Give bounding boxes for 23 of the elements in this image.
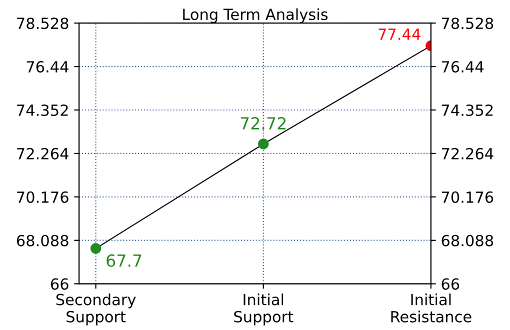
- y-tick-label: 72.264: [17, 148, 68, 160]
- y-tick-label: 70.176: [17, 191, 68, 203]
- point: [90, 243, 102, 254]
- y2-tick-label: 70.176: [442, 191, 494, 203]
- y-tick-label: 76.44: [26, 61, 68, 73]
- y-tick-label: 66: [50, 278, 68, 290]
- y-tick-label: 78.528: [17, 18, 68, 30]
- y2-tick-label: 72.264: [442, 148, 494, 160]
- data-label: 77.44: [378, 28, 420, 40]
- chart-title: Long Term Analysis: [183, 8, 328, 24]
- x-tick-label: Initial Support: [234, 294, 294, 326]
- y2-tick-label: 66: [442, 278, 460, 290]
- x-tick-label: Initial Resistance: [391, 294, 472, 322]
- point: [258, 138, 269, 150]
- y2-tick-label: 78.528: [442, 18, 494, 30]
- y2-tick-label: 76.44: [442, 61, 484, 73]
- y2-tick-label: 74.352: [442, 104, 493, 116]
- y-tick-label: 74.352: [17, 104, 68, 116]
- y-tick-label: 68.088: [16, 234, 68, 246]
- data-label: 72.72: [240, 117, 286, 130]
- x-tick-label: Secondary Support: [56, 294, 136, 326]
- data-label: 67.7: [106, 254, 142, 267]
- y2-tick-label: 68.088: [442, 234, 494, 246]
